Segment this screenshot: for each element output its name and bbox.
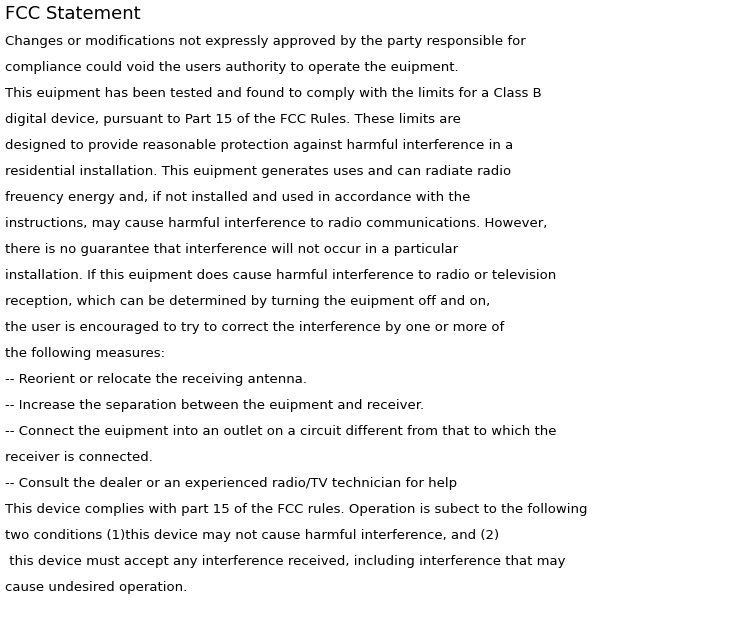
Text: the following measures:: the following measures: <box>5 347 165 360</box>
Text: the user is encouraged to try to correct the interference by one or more of: the user is encouraged to try to correct… <box>5 321 504 334</box>
Text: instructions, may cause harmful interference to radio communications. However,: instructions, may cause harmful interfer… <box>5 217 548 230</box>
Text: reception, which can be determined by turning the euipment off and on,: reception, which can be determined by tu… <box>5 295 490 308</box>
Text: freuency energy and, if not installed and used in accordance with the: freuency energy and, if not installed an… <box>5 191 470 204</box>
Text: compliance could void the users authority to operate the euipment.: compliance could void the users authorit… <box>5 61 459 74</box>
Text: This device complies with part 15 of the FCC rules. Operation is subect to the f: This device complies with part 15 of the… <box>5 503 587 516</box>
Text: -- Increase the separation between the euipment and receiver.: -- Increase the separation between the e… <box>5 399 424 412</box>
Text: receiver is connected.: receiver is connected. <box>5 451 153 464</box>
Text: cause undesired operation.: cause undesired operation. <box>5 581 187 594</box>
Text: two conditions (1)this device may not cause harmful interference, and (2): two conditions (1)this device may not ca… <box>5 529 499 542</box>
Text: digital device, pursuant to Part 15 of the FCC Rules. These limits are: digital device, pursuant to Part 15 of t… <box>5 113 461 126</box>
Text: -- Consult the dealer or an experienced radio/TV technician for help: -- Consult the dealer or an experienced … <box>5 477 457 490</box>
Text: residential installation. This euipment generates uses and can radiate radio: residential installation. This euipment … <box>5 165 511 178</box>
Text: designed to provide reasonable protection against harmful interference in a: designed to provide reasonable protectio… <box>5 139 513 152</box>
Text: there is no guarantee that interference will not occur in a particular: there is no guarantee that interference … <box>5 243 458 256</box>
Text: This euipment has been tested and found to comply with the limits for a Class B: This euipment has been tested and found … <box>5 87 542 100</box>
Text: -- Reorient or relocate the receiving antenna.: -- Reorient or relocate the receiving an… <box>5 373 307 386</box>
Text: -- Connect the euipment into an outlet on a circuit different from that to which: -- Connect the euipment into an outlet o… <box>5 425 556 438</box>
Text: installation. If this euipment does cause harmful interference to radio or telev: installation. If this euipment does caus… <box>5 269 556 282</box>
Text: this device must accept any interference received, including interference that m: this device must accept any interference… <box>5 555 565 568</box>
Text: Changes or modifications not expressly approved by the party responsible for: Changes or modifications not expressly a… <box>5 35 526 48</box>
Text: FCC Statement: FCC Statement <box>5 5 140 23</box>
